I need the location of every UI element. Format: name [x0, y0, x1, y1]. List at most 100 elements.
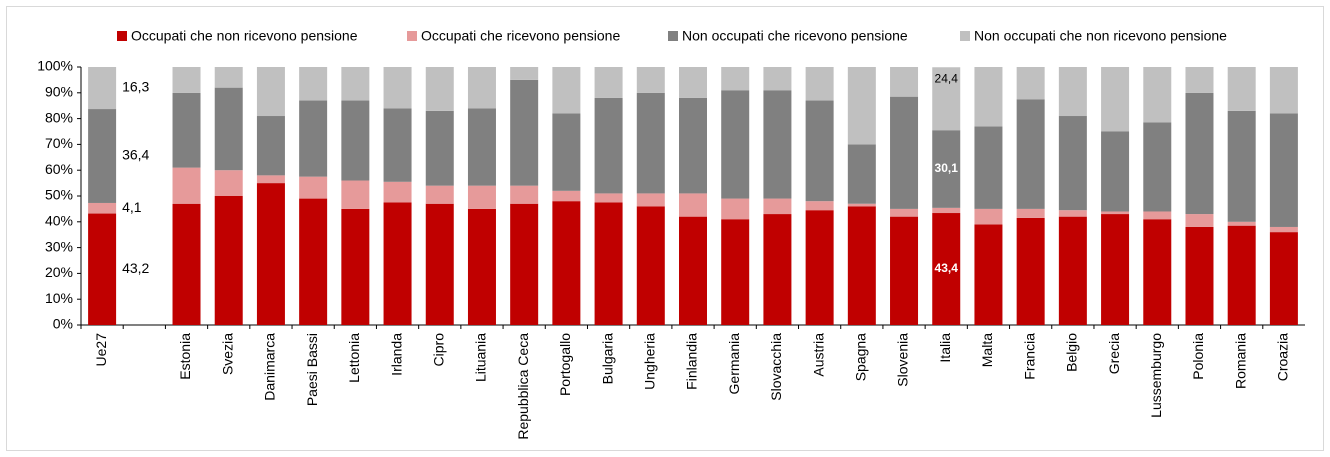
bar-segment [425, 185, 454, 204]
bar-segment [467, 108, 496, 186]
legend-swatch [668, 31, 678, 41]
bar-segment [636, 193, 665, 207]
x-tick-label: Lettonia [346, 333, 362, 383]
bar-segment [847, 203, 876, 207]
bar-segment [1269, 232, 1298, 325]
bar-segment [890, 67, 919, 97]
bar-segment [932, 207, 961, 214]
bar-segment [383, 181, 412, 203]
bar-segment [299, 67, 328, 101]
x-tick-label: Polonia [1190, 333, 1206, 380]
legend-swatch [117, 31, 127, 41]
bar-segment [721, 90, 750, 199]
bar-segment [932, 213, 961, 325]
bar-segment [974, 126, 1003, 209]
x-tick-label: Finlandia [684, 333, 700, 390]
bar-segment [932, 67, 961, 131]
bar-segment [974, 224, 1003, 325]
legend-label: Non occupati che ricevono pensione [682, 28, 908, 44]
bar-segment [425, 67, 454, 111]
bar-segment [1185, 92, 1214, 215]
bar-segment [256, 67, 285, 117]
legend-label: Non occupati che non ricevono pensione [974, 28, 1227, 44]
x-tick-label: Bulgaria [599, 333, 615, 385]
bar-segment [214, 87, 243, 171]
bar-segment [1101, 211, 1130, 215]
x-tick-label: Malta [979, 333, 995, 367]
bar-segment [679, 193, 707, 217]
bar-segment [425, 203, 454, 325]
x-tick-label: Italia [937, 333, 953, 363]
bar-segment [847, 144, 876, 204]
bar-segment [890, 216, 919, 325]
bar-segment [1143, 67, 1172, 123]
bar-segment [763, 90, 792, 199]
bar-segment [88, 67, 117, 110]
y-tick-label: 70% [45, 135, 73, 151]
bar-segment [679, 67, 707, 98]
bar-segment [679, 97, 707, 194]
legend-label: Occupati che ricevono pensione [421, 28, 620, 44]
bar-segment [552, 201, 581, 325]
bar-segment [88, 109, 117, 203]
bar-segment [1016, 67, 1045, 100]
y-tick-label: 20% [45, 264, 73, 280]
bar-segment [172, 92, 201, 168]
bar-segment [172, 203, 201, 325]
data-label: 24,4 [935, 71, 959, 85]
bar-segment [172, 167, 201, 204]
x-tick-label: Ue27 [93, 333, 109, 367]
bar-segment [974, 67, 1003, 127]
bar-segment [256, 175, 285, 184]
bar-segment [467, 67, 496, 109]
bar-segment [805, 100, 834, 202]
bar-segment [721, 67, 750, 91]
bar-segment [1269, 113, 1298, 227]
bar-segment [214, 67, 243, 88]
x-tick-label: Portogallo [557, 333, 573, 396]
x-tick-label: Cipro [430, 333, 446, 367]
bar-segment [383, 67, 412, 109]
bar-segment [214, 196, 243, 325]
y-tick-label: 80% [45, 109, 73, 125]
bar-segment [1227, 221, 1256, 226]
bar-segment [1185, 226, 1214, 325]
bar-segment [172, 67, 201, 93]
bar-segment [1058, 67, 1087, 117]
bar-segment [1143, 219, 1172, 325]
bar-segment [341, 67, 370, 101]
bar-segment [763, 198, 792, 215]
bar-segment [299, 100, 328, 177]
x-tick-label: Slovenia [895, 333, 911, 387]
bar-segment [510, 67, 539, 80]
bar-segment [552, 67, 581, 114]
bar-segment [1101, 131, 1130, 212]
bar-segment [763, 67, 792, 91]
data-label: 43,4 [935, 261, 959, 275]
bar-segment [679, 216, 707, 325]
y-tick-label: 30% [45, 238, 73, 254]
bar-segment [383, 202, 412, 325]
bar-segment [1101, 67, 1130, 132]
chart-border [6, 6, 1324, 451]
bar-segment [847, 67, 876, 145]
x-tick-label: Irlanda [388, 333, 404, 376]
x-tick-label: Spagna [853, 333, 869, 381]
bar-segment [88, 213, 117, 325]
data-label: 4,1 [122, 199, 142, 215]
bar-segment [341, 208, 370, 325]
x-tick-label: Grecia [1106, 333, 1122, 374]
x-tick-label: Francia [1021, 333, 1037, 380]
x-tick-label: Austria [810, 333, 826, 377]
bar-segment [805, 210, 834, 325]
data-label: 30,1 [935, 161, 959, 175]
bar-segment [636, 206, 665, 325]
x-tick-label: Paesi Bassi [304, 333, 320, 406]
bar-segment [1269, 226, 1298, 233]
x-tick-label: Svezia [219, 333, 235, 375]
y-tick-label: 50% [45, 187, 73, 203]
bar-segment [510, 185, 539, 204]
bar-segment [1185, 214, 1214, 227]
y-tick-label: 100% [37, 58, 73, 74]
